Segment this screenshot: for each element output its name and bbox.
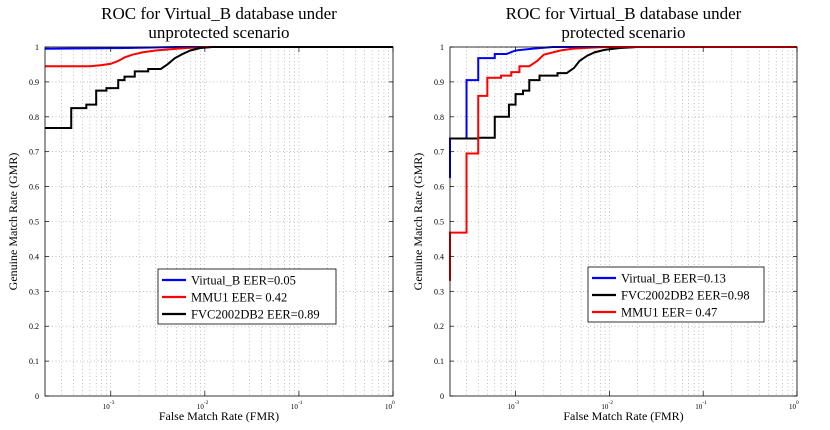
legend-entry: FVC2002DB2 EER=0.89: [191, 308, 320, 322]
x-tick-label: 10: [385, 403, 393, 411]
y-tick-label: 0.5: [434, 218, 444, 227]
legend-entry: Virtual_B EER=0.05: [191, 274, 296, 288]
x-axis-label: False Match Rate (FMR): [563, 409, 683, 423]
legend: Virtual_B EER=0.13 FVC2002DB2 EER=0.98 MMU…: [587, 266, 765, 323]
plot-area: [450, 47, 797, 396]
series-line-mmu1: [45, 46, 393, 68]
y-tick-label: 0: [440, 392, 444, 401]
plot-area: [45, 47, 393, 396]
legend: Virtual_B EER=0.05 MMU1 EER= 0.42 FVC2002D…: [157, 268, 337, 325]
chart-title-line: unprotected scenario: [148, 23, 289, 42]
x-tick-label-exponent: -1: [702, 400, 707, 406]
y-tick-label: 1: [440, 43, 444, 52]
x-tick-label-exponent: -3: [110, 400, 115, 406]
chart-title-line: ROC for Virtual_B database under: [101, 4, 337, 23]
y-tick-label: 0.3: [434, 287, 444, 296]
y-tick-label: 0.5: [29, 218, 39, 227]
series-line-fvc2002db2: [45, 46, 393, 129]
x-tick-label: 10: [197, 403, 205, 411]
chart-title-line: protected scenario: [561, 23, 685, 42]
legend-box: [587, 266, 765, 323]
y-tick-label: 0.6: [434, 183, 444, 192]
legend-entry: MMU1 EER= 0.47: [621, 306, 717, 320]
y-tick-label: 0.2: [434, 322, 444, 331]
x-tick-label-exponent: -2: [204, 400, 209, 406]
y-tick-label: 0.9: [434, 78, 444, 87]
grid: [450, 47, 797, 396]
x-tick-label-exponent: 0: [392, 400, 395, 406]
y-axis-label: Genuine Match Rate (GMR): [411, 153, 425, 291]
y-tick-label: 0.2: [29, 322, 39, 331]
y-tick-label: 0.8: [29, 113, 39, 122]
x-tick-label: 10: [291, 403, 299, 411]
y-tick-label: 0.9: [29, 78, 39, 87]
legend-entry: Virtual_B EER=0.13: [621, 272, 726, 286]
x-axis-label: False Match Rate (FMR): [159, 409, 279, 423]
x-tick-label: 10: [508, 403, 516, 411]
y-tick-label: 0.1: [434, 357, 444, 366]
legend-box: [157, 268, 337, 325]
grid: [45, 47, 393, 396]
legend-entry: FVC2002DB2 EER=0.98: [621, 289, 750, 303]
y-tick-label: 0.7: [434, 148, 444, 157]
x-tick-label: 10: [601, 403, 609, 411]
y-axis-label: Genuine Match Rate (GMR): [6, 153, 20, 291]
y-tick-label: 0.8: [434, 113, 444, 122]
legend-entry: MMU1 EER= 0.42: [191, 291, 287, 305]
x-tick-label-exponent: -2: [608, 400, 613, 406]
x-tick-label: 10: [789, 403, 797, 411]
y-tick-label: 0.4: [434, 252, 444, 261]
chart-title-line: ROC for Virtual_B database under: [506, 4, 742, 23]
x-tick-label-exponent: -1: [298, 400, 303, 406]
x-tick-label-exponent: -3: [515, 400, 520, 406]
x-tick-label: 10: [695, 403, 703, 411]
y-tick-label: 0.1: [29, 357, 39, 366]
y-tick-label: 0.4: [29, 252, 39, 261]
y-tick-label: 0: [35, 392, 39, 401]
y-tick-label: 0.7: [29, 148, 39, 157]
series-line-fvc2002db2: [450, 46, 797, 140]
series-line-mmu1: [449, 46, 797, 281]
x-tick-label: 10: [103, 403, 111, 411]
y-tick-label: 0.6: [29, 183, 39, 192]
y-tick-label: 1: [35, 43, 39, 52]
y-tick-label: 0.3: [29, 287, 39, 296]
x-tick-label-exponent: 0: [796, 400, 799, 406]
